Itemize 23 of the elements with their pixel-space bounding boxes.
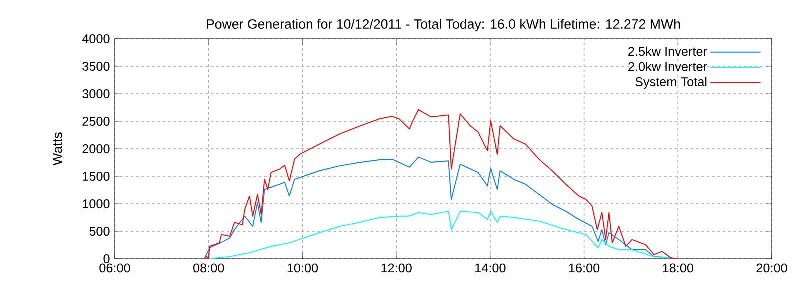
y-tick-label: 2500: [82, 117, 110, 126]
x-tick-label: 12:00: [382, 264, 412, 273]
x-tick-label: 14:00: [476, 264, 506, 273]
legend-label: 2.0kw Inverter: [628, 62, 708, 72]
y-tick-label: 0: [104, 254, 110, 264]
y-tick-label: 1500: [83, 172, 110, 181]
x-tick-label: 08:00: [194, 264, 224, 273]
line-series: [204, 109, 676, 259]
x-tick-label: 06:00: [100, 264, 130, 273]
x-tick-label: 16:00: [569, 264, 600, 273]
legend-label: System Total: [636, 77, 707, 89]
y-tick-label: 4000: [82, 34, 110, 44]
y-tick-label: 1000: [83, 200, 110, 208]
y-tick-label: 3000: [82, 90, 110, 98]
x-tick-label: 18:00: [663, 264, 694, 273]
y-tick-label: 500: [90, 227, 110, 236]
y-tick-label: 3500: [82, 62, 110, 71]
y-axis-title: Watts: [52, 132, 62, 166]
x-tick-label: 20:00: [756, 264, 788, 273]
legend-label: 2.5kw Inverter: [628, 46, 708, 56]
chart-title: Power Generation for 10/12/2011 - Total Today: 16.0 kWh Lifetime: 12.272 MWh: [207, 19, 680, 32]
x-tick-label: 10:00: [288, 264, 318, 273]
y-tick-label: 2000: [82, 144, 110, 154]
